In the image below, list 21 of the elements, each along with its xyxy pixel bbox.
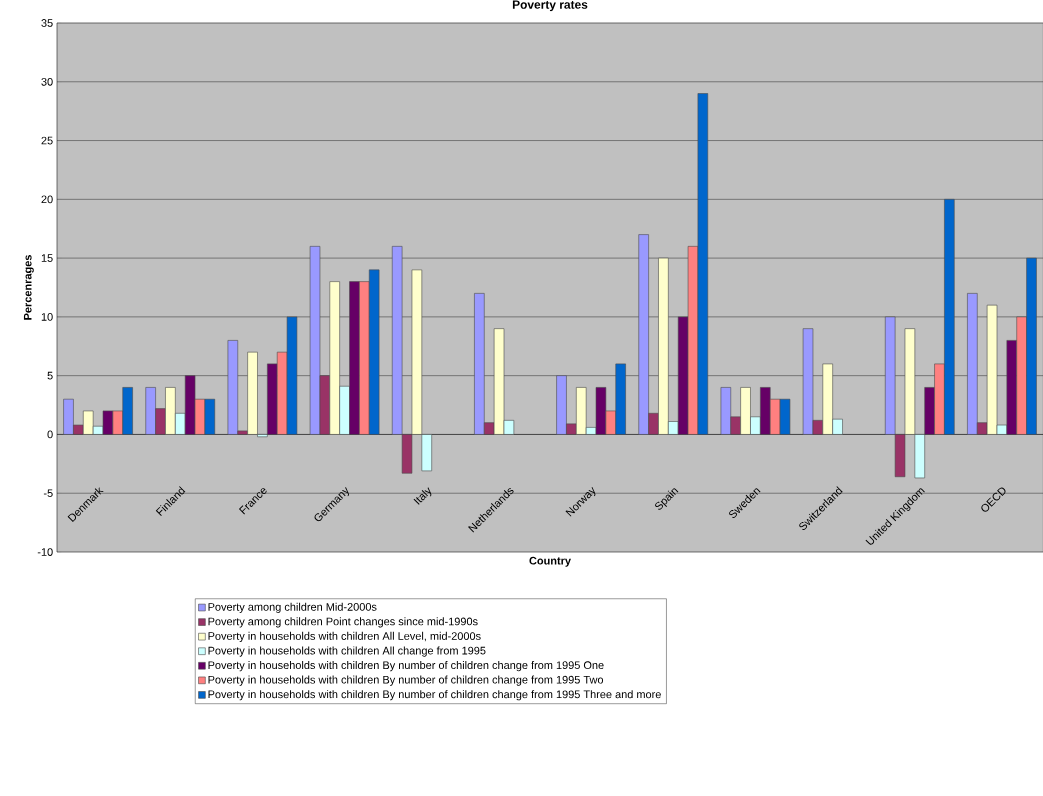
y-tick-label: 35 <box>41 19 53 27</box>
y-tick-label: 25 <box>41 136 53 145</box>
legend-label: Poverty in households with children By number of children change from 1995 Two <box>208 675 604 686</box>
y-tick-label: 10 <box>41 313 53 321</box>
y-tick-label: -5 <box>43 489 53 498</box>
y-axis-title: Percenrages <box>23 255 34 320</box>
legend-label: Poverty in households with children All change from 1995 <box>208 646 486 657</box>
legend-label: Poverty in households with children By number of children change from 1995 One <box>208 661 604 672</box>
legend-label: Poverty in households with children By number of children change from 1995 Three and more <box>208 690 661 701</box>
x-axis-title: Country <box>529 556 571 567</box>
y-tick-label: 5 <box>47 371 53 380</box>
y-tick-label: -10 <box>37 548 53 556</box>
y-tick-label: 30 <box>41 77 53 86</box>
chart-title: Poverty rates <box>512 0 588 12</box>
x-tick-label: Italy <box>413 487 432 505</box>
legend-label: Poverty among children Point changes since mid-1990s <box>208 617 478 628</box>
y-tick-label: 20 <box>41 195 53 204</box>
legend-label: Poverty in households with children All Level, mid-2000s <box>208 631 481 643</box>
y-tick-label: 0 <box>47 430 53 439</box>
legend-label: Poverty among children Mid-2000s <box>208 602 377 613</box>
y-tick-label: 15 <box>41 254 53 262</box>
